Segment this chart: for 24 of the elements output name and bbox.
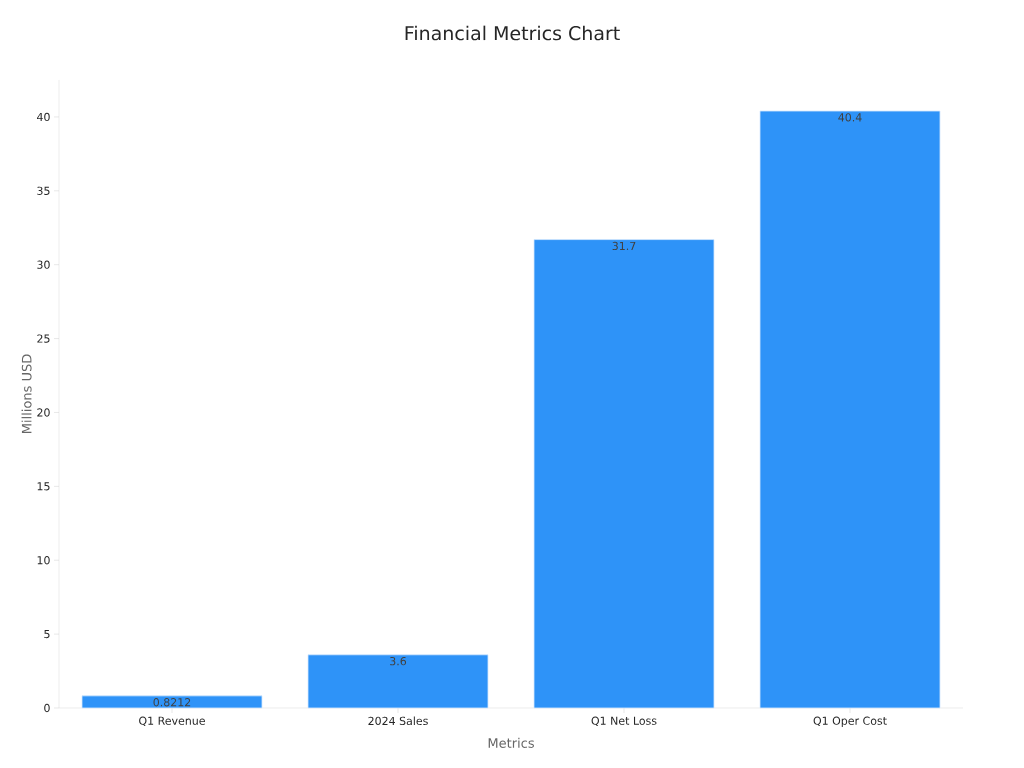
y-tick-label: 20 [37, 408, 50, 417]
y-tick-label: 0 [44, 703, 50, 713]
data-label: 40.4 [838, 113, 862, 122]
data-label: 0.8212 [153, 698, 191, 707]
x-tick-label: 2024 Sales [368, 716, 428, 726]
data-label: 31.7 [612, 241, 636, 251]
x-tick-label: Q1 Net Loss [591, 716, 657, 727]
bar [759, 110, 941, 709]
y-tick-label: 5 [44, 630, 50, 639]
x-tick-label: Q1 Oper Cost [813, 716, 887, 727]
y-tick-label: 25 [37, 334, 50, 343]
bar [307, 654, 489, 709]
chart-title: Financial Metrics Chart [405, 25, 620, 41]
y-axis-title: Millions USD [21, 354, 32, 433]
bar [81, 695, 263, 709]
x-tick-label: Q1 Revenue [139, 716, 205, 727]
y-tick-label: 35 [37, 186, 50, 195]
y-tick-label: 10 [37, 556, 50, 565]
data-label: 3.6 [390, 657, 407, 666]
y-tick-label: 40 [37, 112, 50, 122]
x-axis-title: Metrics [488, 737, 534, 748]
y-tick-label: 30 [37, 260, 50, 269]
bar [533, 239, 715, 709]
y-tick-label: 15 [37, 482, 50, 491]
